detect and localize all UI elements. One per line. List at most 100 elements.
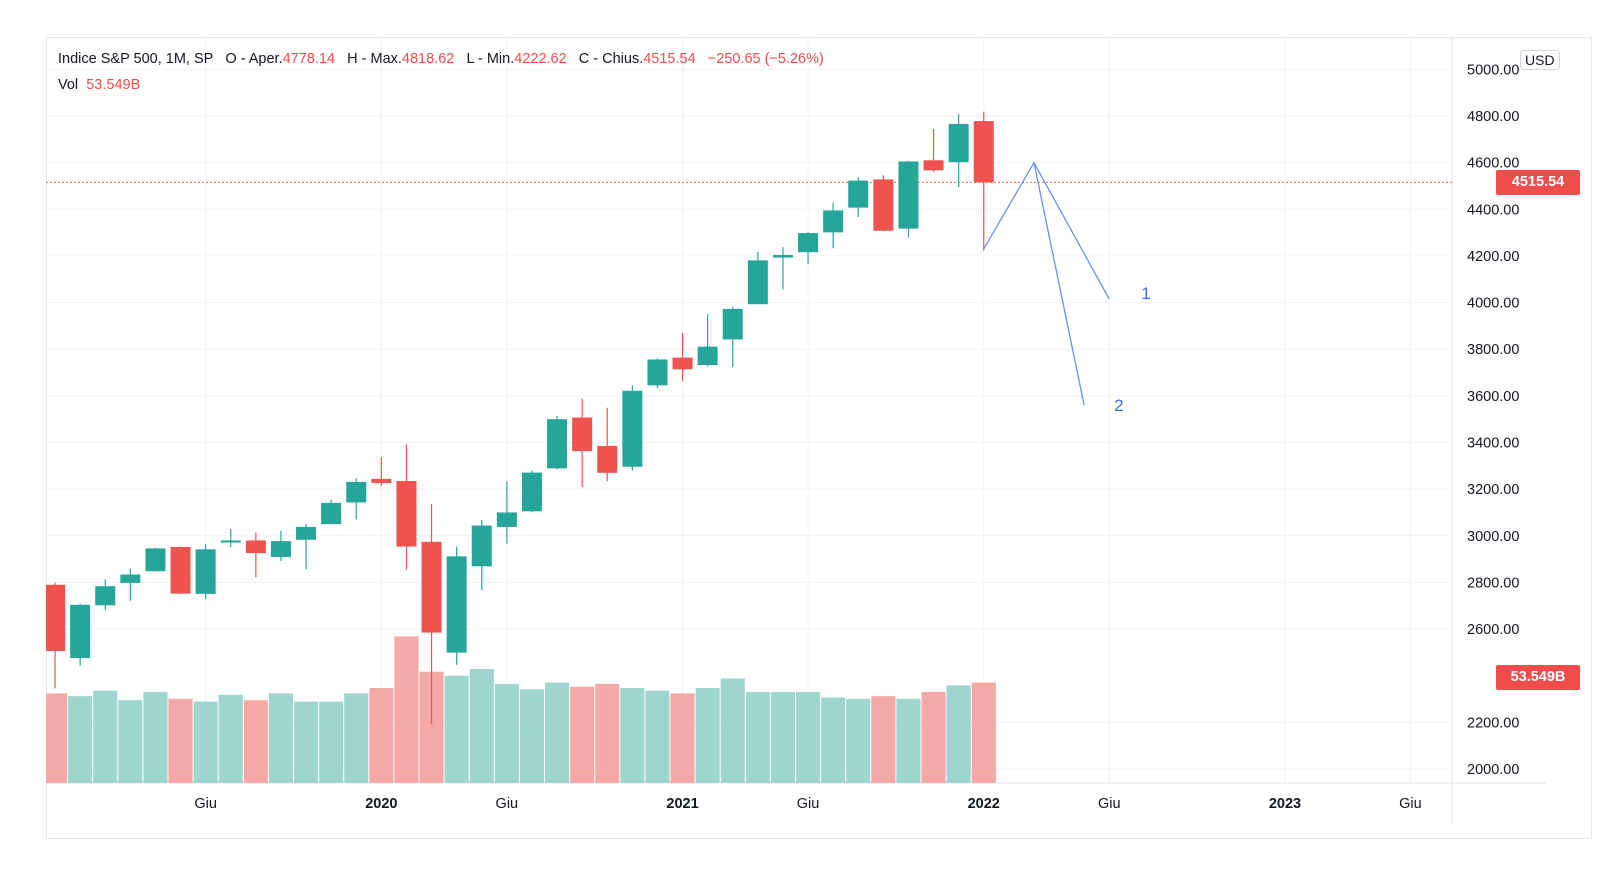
volume-bar	[645, 690, 670, 783]
time-tick-label: Giu	[1399, 796, 1422, 812]
volume-bar	[620, 688, 645, 783]
volume-bar	[168, 698, 193, 783]
candle	[321, 499, 342, 525]
volume-bar	[68, 696, 93, 783]
candle	[747, 251, 768, 305]
candle	[873, 175, 894, 232]
grid	[46, 38, 1546, 823]
volume-bar	[545, 682, 570, 783]
volume-bar	[494, 683, 519, 783]
candle	[597, 407, 618, 482]
volume-tag: 53.549B	[1496, 665, 1580, 690]
volume-bar	[796, 692, 821, 783]
time-tick-label: 2021	[666, 796, 698, 812]
symbol-title[interactable]: Indice S&P 500, 1M, SP	[58, 51, 214, 67]
volume-bar	[218, 694, 243, 783]
candle	[446, 546, 467, 665]
candle	[697, 314, 718, 367]
volume-bar	[294, 701, 319, 783]
candle	[772, 247, 793, 290]
volume-bar	[846, 698, 871, 783]
candle	[70, 603, 91, 666]
time-tick-label: Giu	[1098, 796, 1121, 812]
volume-bar	[344, 693, 369, 783]
volume-bar	[670, 693, 695, 783]
volume-bar	[570, 686, 595, 783]
time-tick-label: 2023	[1269, 796, 1301, 812]
candle	[647, 358, 668, 389]
candle	[170, 546, 191, 594]
wave-drawings[interactable]: 12	[983, 161, 1151, 416]
chart-frame	[46, 37, 1592, 839]
ohlc-legend: Indice S&P 500, 1M, SP O - Aper.4778.14 …	[58, 51, 824, 67]
volume-bar	[118, 700, 143, 783]
price-tick-label: 3000.00	[1467, 529, 1519, 545]
volume-bar	[369, 688, 394, 783]
volume-bar	[319, 701, 344, 783]
volume-bar	[921, 692, 946, 783]
candle	[823, 202, 844, 249]
price-tick-label: 4000.00	[1467, 296, 1519, 312]
price-tick-label: 4400.00	[1467, 202, 1519, 218]
candle	[421, 504, 442, 725]
candle	[346, 477, 367, 520]
price-axis[interactable]: 5000.00 4800.00 4600.00 4400.00 4200.00 4000.…	[1467, 62, 1519, 778]
price-tick-label: 2000.00	[1467, 762, 1519, 778]
current-price-tag: 4515.54	[1496, 169, 1580, 195]
vol-label: Vol	[58, 77, 79, 93]
candle	[572, 398, 593, 488]
price-tick-label: 2600.00	[1467, 622, 1519, 638]
volume-bar	[595, 683, 620, 783]
volume-bar	[720, 678, 745, 783]
volume-bar	[268, 693, 293, 783]
volume-bar	[243, 700, 268, 783]
volume-bar	[896, 698, 921, 783]
wave-line-2[interactable]	[1033, 162, 1085, 406]
high-value: 4818.62	[401, 51, 455, 67]
time-tick-label: Giu	[194, 796, 217, 812]
price-tick-label: 5000.00	[1467, 62, 1519, 78]
time-tick-label: 2020	[365, 796, 397, 812]
volume-bar	[871, 696, 896, 783]
candle	[973, 111, 994, 251]
change-value: −250.65 (−5.26%)	[707, 51, 824, 67]
candle	[923, 129, 944, 172]
volume-bar	[193, 701, 218, 783]
time-axis[interactable]: Giu 2020 Giu 2021 Giu 2022 Giu 2023 Giu	[194, 796, 1421, 812]
candle	[798, 232, 819, 265]
volume-bars	[46, 636, 996, 783]
volume-bar	[143, 692, 168, 783]
candle	[195, 544, 216, 600]
volume-bar	[46, 693, 68, 783]
candle	[496, 481, 517, 544]
candle	[95, 579, 116, 611]
candle	[371, 457, 392, 486]
wave-label-2: 2	[1114, 396, 1123, 415]
volume-bar	[93, 690, 118, 783]
price-tick-label: 4800.00	[1467, 109, 1519, 125]
volume-bar	[971, 682, 996, 783]
wave-line-1[interactable]	[983, 161, 1110, 300]
volume-bar	[695, 688, 720, 783]
price-tick-label: 4600.00	[1467, 156, 1519, 172]
low-label: L - Min.	[466, 51, 515, 67]
volume-bar	[469, 669, 494, 783]
volume-bar	[394, 636, 419, 783]
wave-label-1: 1	[1141, 284, 1150, 303]
currency-button[interactable]: USD	[1520, 50, 1560, 70]
low-value: 4222.62	[514, 51, 567, 67]
candle	[396, 444, 417, 570]
time-tick-label: Giu	[797, 796, 820, 812]
price-tick-label: 4200.00	[1467, 249, 1519, 265]
candle	[120, 568, 141, 601]
volume-legend: Vol 53.549B	[58, 77, 140, 93]
candle	[521, 470, 542, 513]
candles	[46, 111, 994, 725]
candle	[471, 519, 492, 591]
volume-bar	[444, 675, 469, 783]
price-tick-label: 2800.00	[1467, 575, 1519, 591]
candle	[220, 529, 241, 547]
open-value: 4778.14	[282, 51, 336, 67]
volume-bar	[946, 685, 971, 783]
